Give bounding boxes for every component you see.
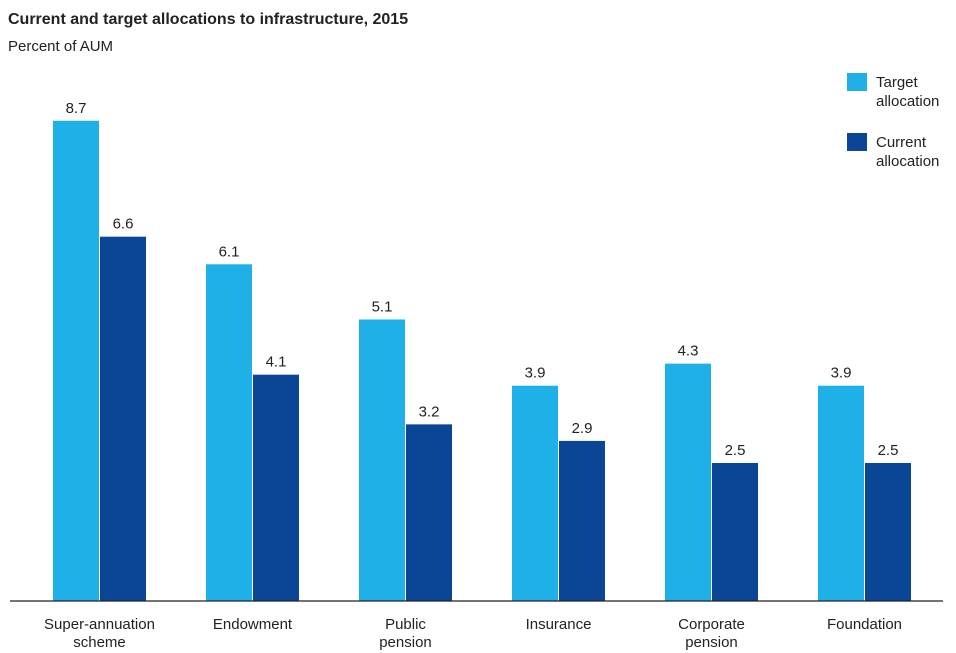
x-tick-label: pension <box>379 634 432 651</box>
bar-target <box>665 363 711 601</box>
bar-current <box>100 236 146 601</box>
bar-current <box>559 440 605 601</box>
legend-swatch <box>847 133 867 151</box>
bar-current <box>253 374 299 601</box>
data-label: 4.1 <box>266 354 287 371</box>
x-tick-label: Insurance <box>526 616 592 633</box>
bar-target <box>512 385 558 601</box>
data-label: 3.9 <box>831 365 852 382</box>
bar-current <box>406 424 452 601</box>
data-label: 2.5 <box>878 442 899 459</box>
legend-label: allocation <box>876 93 939 110</box>
bar-target <box>359 319 405 601</box>
x-tick-label: scheme <box>73 634 126 651</box>
x-tick-label: Corporate <box>678 616 745 633</box>
bar-current <box>712 463 758 601</box>
data-label: 2.5 <box>725 442 746 459</box>
data-label: 2.9 <box>572 420 593 437</box>
bar-current <box>865 463 911 601</box>
data-label: 3.9 <box>525 365 546 382</box>
legend-label: Current <box>876 134 927 151</box>
data-label: 4.3 <box>678 343 699 360</box>
data-label: 5.1 <box>372 298 393 315</box>
legend-label: Target <box>876 74 919 91</box>
x-tick-label: Super-annuation <box>44 616 155 633</box>
data-label: 8.7 <box>66 100 87 117</box>
bar-target <box>206 264 252 601</box>
legend-swatch <box>847 73 867 91</box>
bar-target <box>818 385 864 601</box>
x-tick-label: Foundation <box>827 616 902 633</box>
bar-target <box>53 120 99 601</box>
x-tick-label: Public <box>385 616 426 633</box>
x-tick-label: pension <box>685 634 738 651</box>
data-label: 6.6 <box>113 216 134 233</box>
legend-label: allocation <box>876 153 939 170</box>
data-label: 6.1 <box>219 243 240 260</box>
x-tick-label: Endowment <box>213 616 293 633</box>
chart-subtitle: Percent of AUM <box>8 38 114 55</box>
data-label: 3.2 <box>419 403 440 420</box>
chart-title: Current and target allocations to infras… <box>8 11 409 28</box>
